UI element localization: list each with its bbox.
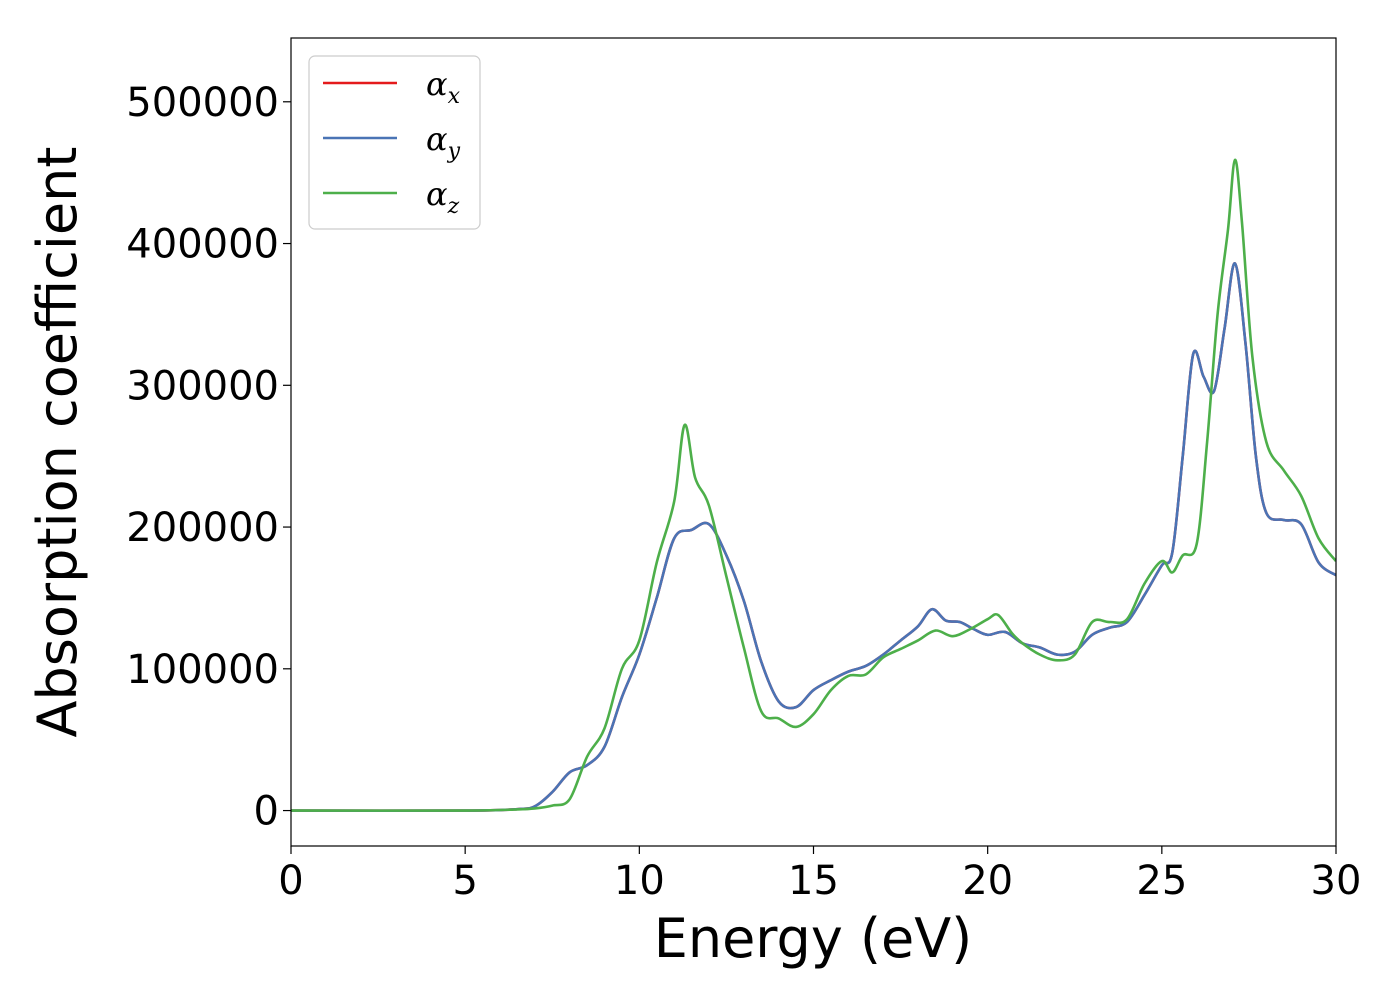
legend: αx αy αz bbox=[308, 55, 481, 230]
x-tick-label: 20 bbox=[962, 858, 1013, 904]
y-tick-label: 500000 bbox=[126, 80, 279, 126]
y-tick-label: 0 bbox=[254, 789, 279, 835]
legend-box bbox=[308, 55, 481, 230]
legend-label-z: αz bbox=[426, 175, 460, 219]
x-tick-label: 30 bbox=[1311, 858, 1362, 904]
x-tick-label: 5 bbox=[452, 858, 477, 904]
x-tick-label: 0 bbox=[278, 858, 303, 904]
x-tick-label: 15 bbox=[788, 858, 839, 904]
y-tick-label: 200000 bbox=[126, 505, 279, 551]
series-layer bbox=[291, 158, 1336, 812]
y-tick-label: 400000 bbox=[126, 222, 279, 268]
y-tick-label: 100000 bbox=[126, 647, 279, 693]
x-axis: 0 5 10 15 20 25 30 bbox=[278, 846, 1361, 904]
legend-label-y: αy bbox=[426, 120, 461, 164]
x-axis-label: Energy (eV) bbox=[654, 907, 973, 970]
y-tick-label: 300000 bbox=[126, 363, 279, 409]
x-tick-label: 25 bbox=[1136, 858, 1187, 904]
series-line-y bbox=[291, 262, 1336, 812]
x-tick-label: 10 bbox=[614, 858, 665, 904]
series-line-z bbox=[291, 158, 1336, 812]
y-axis: 0 100000 200000 300000 400000 500000 bbox=[126, 80, 291, 835]
y-axis-label: Absorption coefficient bbox=[26, 147, 89, 738]
legend-label-x: αx bbox=[426, 65, 461, 109]
